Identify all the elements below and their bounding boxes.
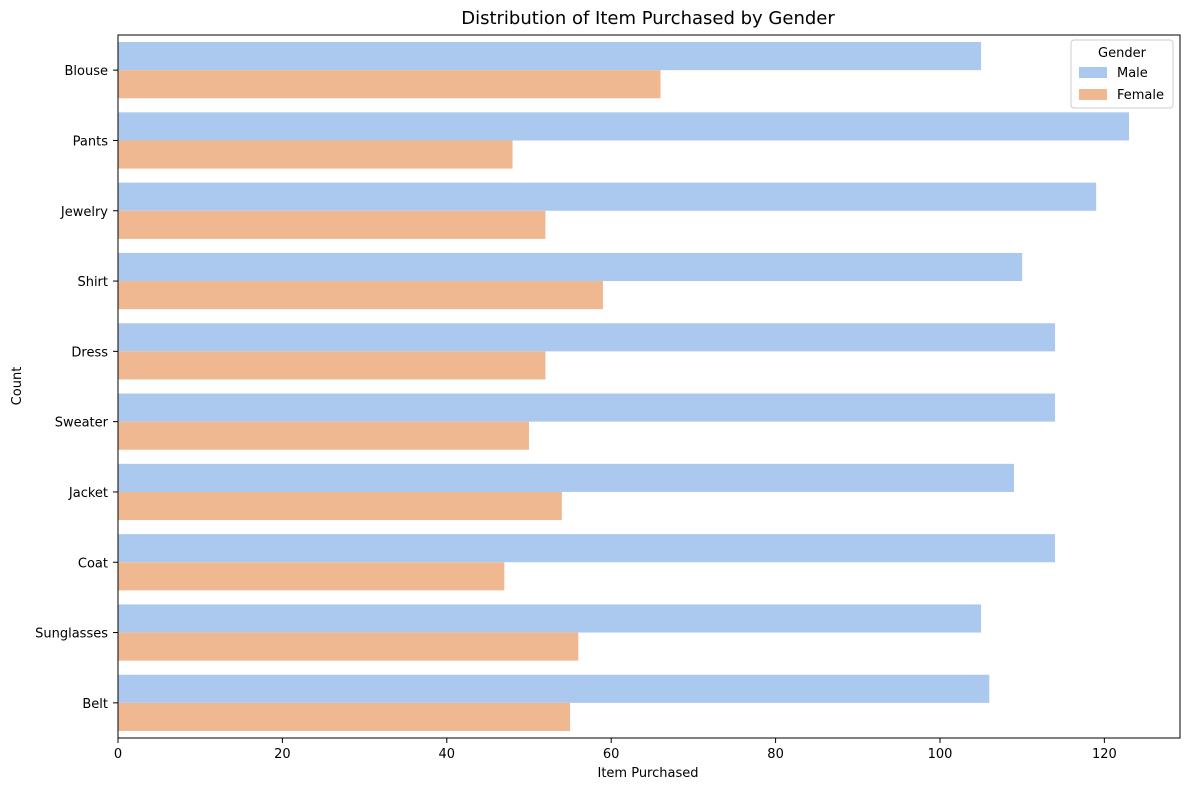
bar-male-pants	[118, 112, 1130, 141]
y-tick-label: Pants	[73, 134, 109, 149]
bar-male-coat	[118, 534, 1056, 563]
legend-swatch-female	[1079, 89, 1107, 100]
x-tick-label: 40	[439, 747, 456, 762]
bar-male-shirt	[118, 252, 1023, 282]
x-tick-label: 120	[1092, 747, 1117, 762]
chart-title: Distribution of Item Purchased by Gender	[461, 8, 835, 29]
legend: Gender Male Female	[1070, 39, 1174, 109]
bar-female-belt	[118, 702, 571, 731]
bar-male-jewelry	[118, 182, 1097, 211]
bar-male-sweater	[118, 393, 1056, 422]
bar-male-dress	[118, 323, 1056, 352]
y-tick-label: Belt	[82, 697, 108, 712]
x-tick-label: 0	[114, 747, 122, 762]
legend-label-female: Female	[1117, 88, 1164, 103]
y-axis-ticks: Blouse Pants Jewelry Shirt Dress Sweater Jacke…	[35, 64, 118, 712]
bar-female-blouse	[118, 70, 661, 99]
x-axis-ticks: 0 20 40 60 80 100 120	[114, 738, 1117, 762]
y-tick-label: Sunglasses	[35, 627, 108, 642]
bar-male-jacket	[118, 463, 1014, 492]
bar-female-dress	[118, 351, 546, 380]
bar-male-belt	[118, 674, 990, 703]
bars-group	[118, 42, 1130, 731]
legend-label-male: Male	[1117, 66, 1148, 81]
x-tick-label: 100	[928, 747, 953, 762]
legend-swatch-male	[1079, 67, 1107, 78]
y-tick-label: Sweater	[55, 416, 109, 431]
y-axis-title: Count	[10, 367, 25, 406]
y-tick-label: Blouse	[65, 64, 109, 79]
bar-male-sunglasses	[118, 604, 982, 633]
bar-female-shirt	[118, 281, 603, 310]
bar-female-jacket	[118, 491, 562, 521]
bar-female-jewelry	[118, 210, 546, 239]
y-tick-label: Dress	[71, 345, 108, 360]
y-tick-label: Jewelry	[60, 205, 108, 220]
y-tick-label: Shirt	[77, 275, 108, 290]
bar-female-coat	[118, 562, 505, 591]
x-tick-label: 60	[603, 747, 620, 762]
plot-frame	[117, 34, 1181, 739]
bar-female-sunglasses	[118, 632, 579, 661]
y-tick-label: Coat	[78, 556, 108, 571]
x-axis-title: Item Purchased	[597, 766, 698, 781]
bar-male-blouse	[118, 42, 982, 71]
x-tick-label: 80	[767, 747, 784, 762]
bar-female-sweater	[118, 421, 529, 450]
bar-female-pants	[118, 140, 513, 169]
y-tick-label: Jacket	[68, 486, 108, 501]
x-tick-label: 20	[274, 747, 291, 762]
legend-title: Gender	[1098, 46, 1147, 61]
